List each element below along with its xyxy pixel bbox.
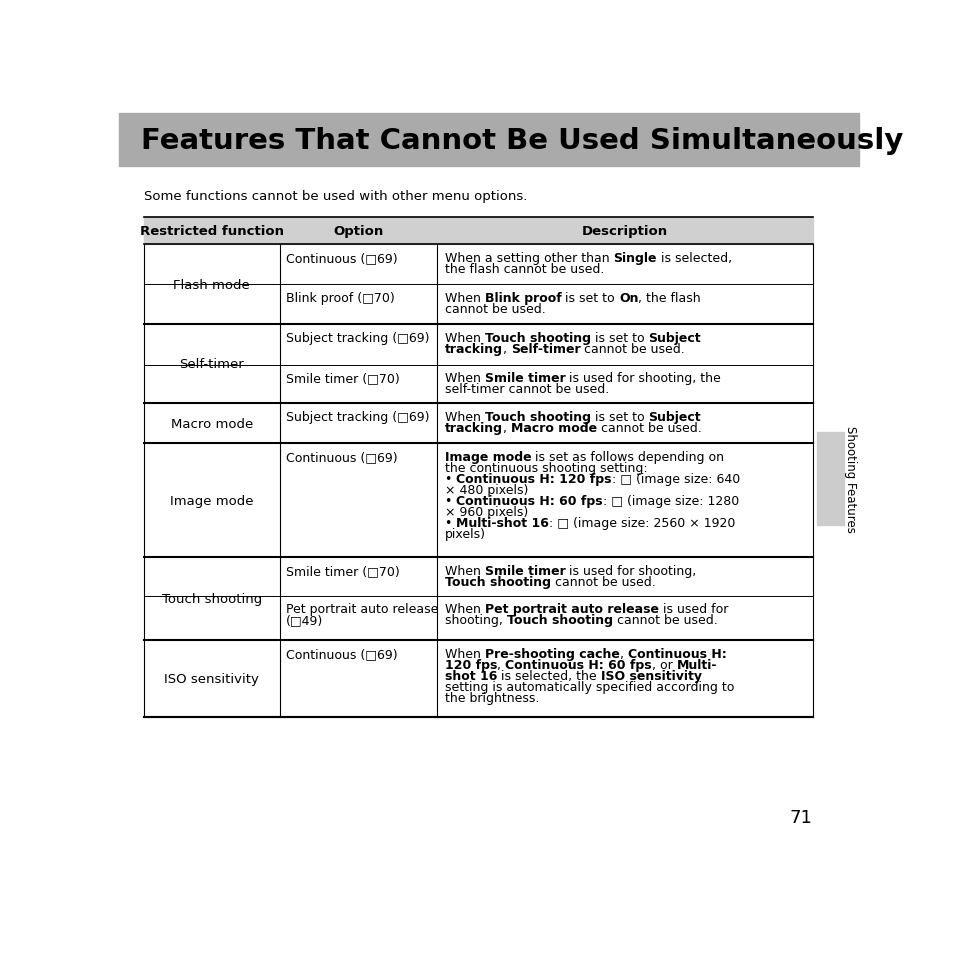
Bar [144, 217, 812, 245]
Text: When: When [444, 647, 484, 660]
Text: Subject tracking (□69): Subject tracking (□69) [286, 411, 429, 423]
Text: the flash cannot be used.: the flash cannot be used. [444, 263, 603, 276]
Text: Blink proof (□70): Blink proof (□70) [286, 292, 395, 305]
Text: shot 16: shot 16 [444, 669, 497, 682]
Text: Subject tracking (□69): Subject tracking (□69) [286, 332, 429, 345]
Text: •: • [444, 495, 456, 507]
Text: 71: 71 [789, 809, 812, 826]
Text: Pet portrait auto release: Pet portrait auto release [484, 603, 658, 616]
Text: × 480 pixels): × 480 pixels) [444, 483, 528, 497]
Text: : □ (image size: 1280: : □ (image size: 1280 [602, 495, 739, 507]
Text: Touch shooting: Touch shooting [484, 332, 590, 345]
Text: Smile timer: Smile timer [484, 372, 565, 385]
Text: cannot be used.: cannot be used. [597, 421, 700, 435]
Text: : □ (image size: 640: : □ (image size: 640 [611, 473, 740, 485]
Text: Touch shooting: Touch shooting [162, 593, 262, 605]
Bar [119, 114, 858, 167]
Text: setting is automatically specified according to: setting is automatically specified accor… [444, 680, 734, 693]
Text: shooting,: shooting, [444, 614, 506, 627]
Text: , the flash: , the flash [638, 292, 700, 305]
Text: Option: Option [333, 225, 383, 237]
Text: is used for shooting, the: is used for shooting, the [565, 372, 720, 385]
Text: cannot be used.: cannot be used. [579, 343, 684, 356]
Text: Self-timer: Self-timer [179, 358, 244, 371]
Text: ISO sensitivity: ISO sensitivity [164, 673, 259, 685]
Text: Multi-: Multi- [676, 659, 717, 671]
Text: is set as follows depending on: is set as follows depending on [531, 451, 723, 463]
Text: On: On [618, 292, 638, 305]
Text: is selected,: is selected, [657, 252, 731, 265]
Text: Continuous H: 60 fps: Continuous H: 60 fps [456, 495, 602, 507]
Text: When: When [444, 564, 484, 578]
Text: ,: , [502, 421, 510, 435]
Text: , or: , or [651, 659, 676, 671]
Text: Continuous H:: Continuous H: [627, 647, 725, 660]
Text: cannot be used.: cannot be used. [444, 303, 545, 316]
Text: Continuous H: 60 fps: Continuous H: 60 fps [504, 659, 651, 671]
Text: Touch shooting: Touch shooting [444, 576, 550, 588]
Text: (□49): (□49) [286, 614, 323, 627]
Text: cannot be used.: cannot be used. [612, 614, 717, 627]
Text: pixels): pixels) [444, 527, 485, 540]
Text: Touch shooting: Touch shooting [484, 411, 590, 423]
Text: is set to: is set to [590, 411, 648, 423]
Text: When a setting other than: When a setting other than [444, 252, 613, 265]
Text: Subject: Subject [648, 411, 700, 423]
Text: When: When [444, 332, 484, 345]
Text: When: When [444, 603, 484, 616]
Text: Touch shooting: Touch shooting [506, 614, 612, 627]
Text: Smile timer: Smile timer [484, 564, 565, 578]
Text: cannot be used.: cannot be used. [550, 576, 655, 588]
Text: Shooting Features: Shooting Features [842, 426, 856, 533]
Text: Image mode: Image mode [444, 451, 531, 463]
Text: 120 fps: 120 fps [444, 659, 497, 671]
Text: is used for: is used for [658, 603, 727, 616]
Text: Subject: Subject [648, 332, 700, 345]
Text: Blink proof: Blink proof [484, 292, 560, 305]
Text: ISO sensitivity: ISO sensitivity [600, 669, 701, 682]
Text: Self-timer: Self-timer [510, 343, 579, 356]
Text: ,: , [502, 343, 510, 356]
Text: : □ (image size: 2560 × 1920: : □ (image size: 2560 × 1920 [548, 516, 735, 529]
Text: Pet portrait auto release: Pet portrait auto release [286, 603, 437, 616]
Text: ,: , [497, 659, 504, 671]
Text: Single: Single [613, 252, 657, 265]
Text: is selected, the: is selected, the [497, 669, 600, 682]
Text: is used for shooting,: is used for shooting, [565, 564, 696, 578]
Text: × 960 pixels): × 960 pixels) [444, 505, 527, 518]
Text: •: • [444, 516, 456, 529]
Text: Smile timer (□70): Smile timer (□70) [286, 372, 399, 385]
Text: Smile timer (□70): Smile timer (□70) [286, 564, 399, 578]
Text: Continuous (□69): Continuous (□69) [286, 451, 397, 463]
Text: When: When [444, 411, 484, 423]
Text: Pre-shooting cache: Pre-shooting cache [484, 647, 618, 660]
Text: the brightness.: the brightness. [444, 691, 538, 704]
Bar [816, 433, 843, 525]
Text: Some functions cannot be used with other menu options.: Some functions cannot be used with other… [144, 190, 527, 203]
Text: tracking: tracking [444, 343, 502, 356]
Text: is set to: is set to [560, 292, 618, 305]
Text: Restricted function: Restricted function [140, 225, 284, 237]
Text: Macro mode: Macro mode [171, 417, 253, 430]
Text: Multi-shot 16: Multi-shot 16 [456, 516, 548, 529]
Text: is set to: is set to [590, 332, 648, 345]
Text: Continuous (□69): Continuous (□69) [286, 252, 397, 265]
Text: When: When [444, 372, 484, 385]
Text: tracking: tracking [444, 421, 502, 435]
Text: Macro mode: Macro mode [510, 421, 597, 435]
Text: Features That Cannot Be Used Simultaneously: Features That Cannot Be Used Simultaneou… [141, 127, 902, 154]
Text: ,: , [618, 647, 627, 660]
Text: When: When [444, 292, 484, 305]
Text: Image mode: Image mode [170, 494, 253, 507]
Text: Continuous H: 120 fps: Continuous H: 120 fps [456, 473, 611, 485]
Text: Flash mode: Flash mode [173, 278, 250, 292]
Text: the continuous shooting setting:: the continuous shooting setting: [444, 461, 647, 475]
Text: self-timer cannot be used.: self-timer cannot be used. [444, 383, 608, 395]
Text: •: • [444, 473, 456, 485]
Text: Description: Description [581, 225, 667, 237]
Text: Continuous (□69): Continuous (□69) [286, 647, 397, 660]
